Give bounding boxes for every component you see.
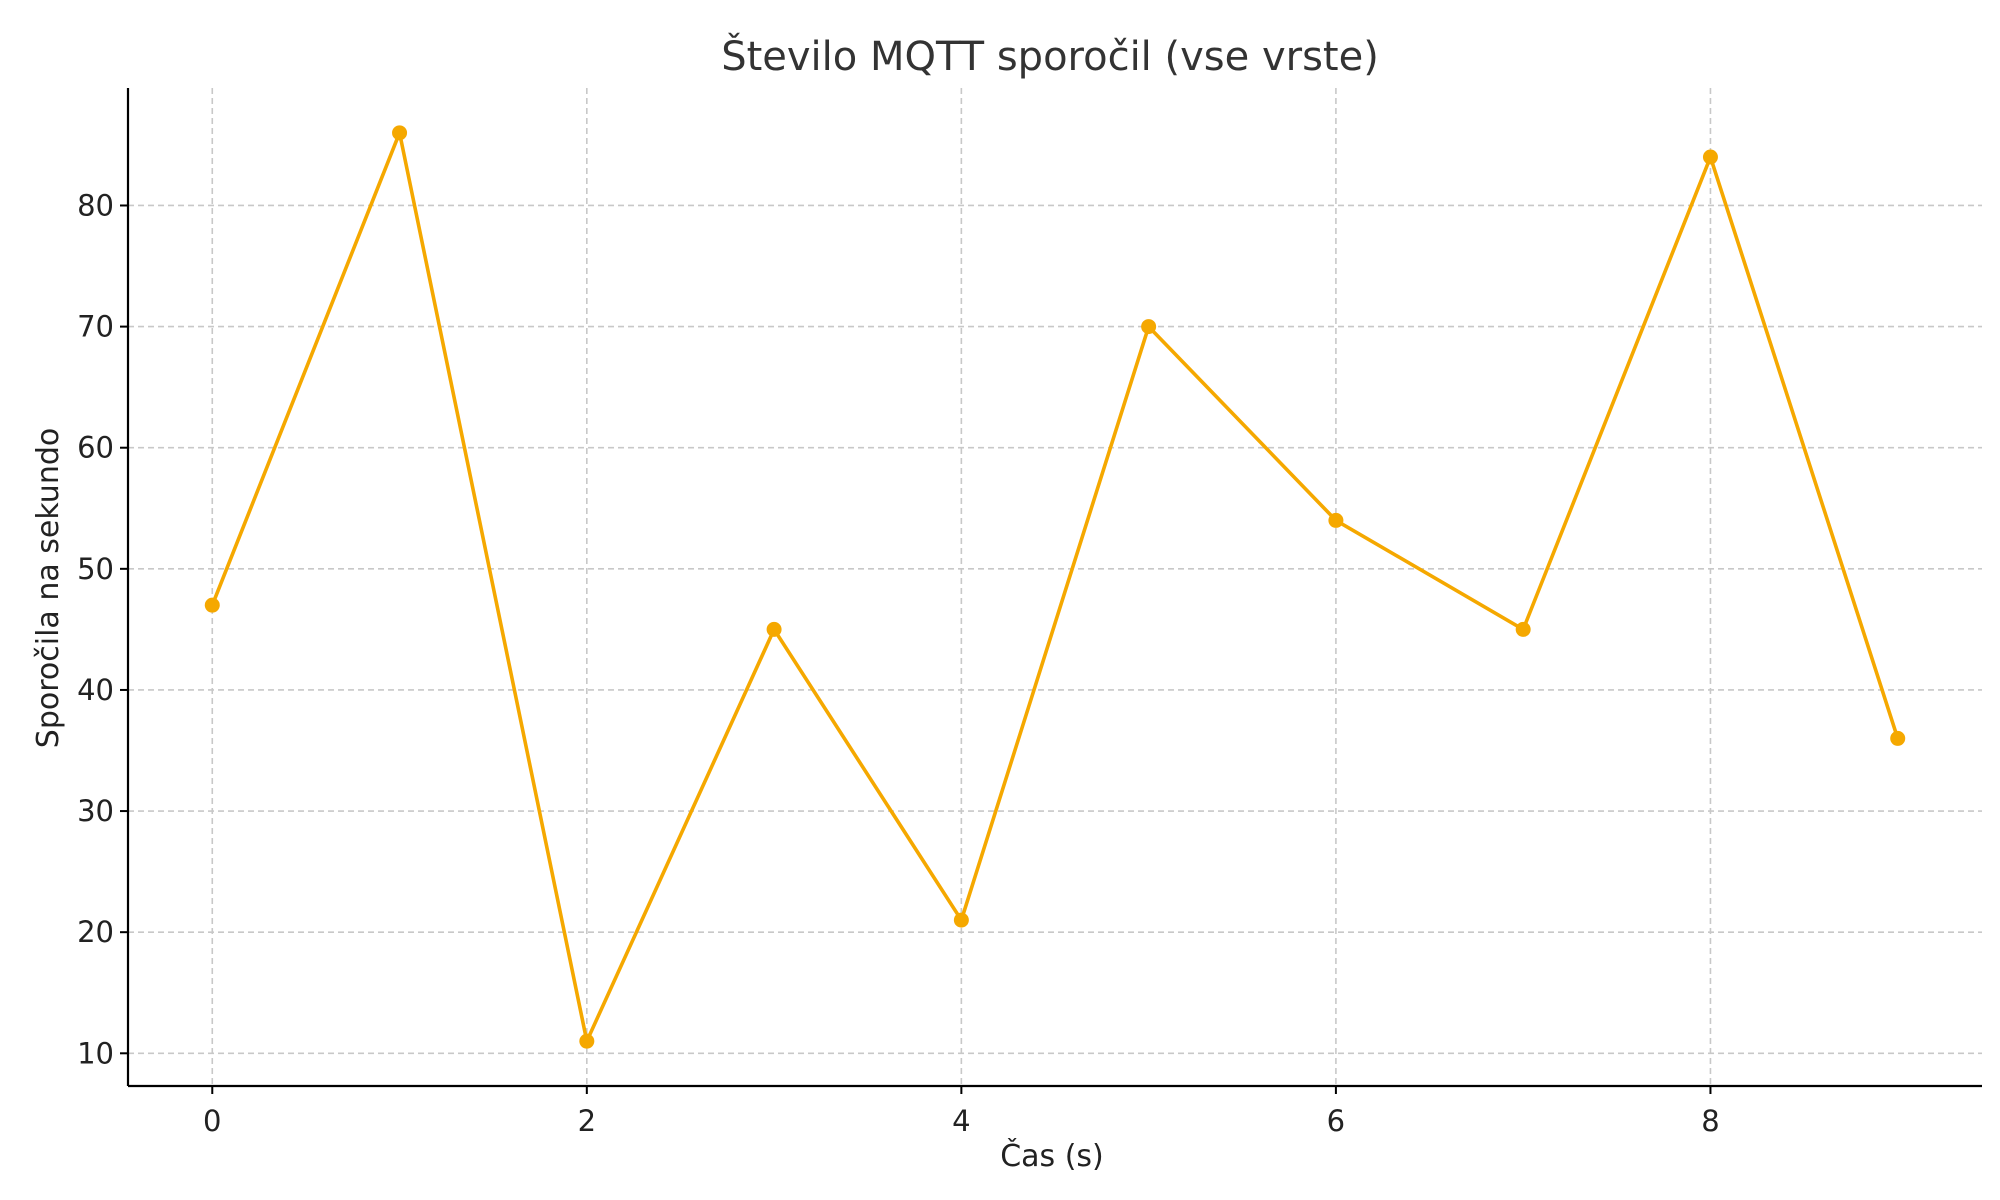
y-axis-label: Sporočila na sekundo: [31, 428, 66, 748]
ticks: 0 2 4 6 8 10 20 30 40 50 60 70 80: [77, 188, 1720, 1138]
y-tick-label: 30: [77, 794, 114, 828]
data-point: [1141, 319, 1157, 335]
x-tick-label: 4: [952, 1104, 970, 1138]
data-point: [1515, 621, 1531, 637]
data-point: [1702, 149, 1718, 165]
x-axis-label: Čas (s): [1000, 1137, 1104, 1174]
data-point: [1328, 512, 1344, 528]
series: [204, 125, 1906, 1049]
data-point: [1890, 730, 1906, 746]
y-tick-label: 80: [77, 188, 114, 222]
data-point: [579, 1033, 595, 1049]
y-tick-label: 50: [77, 552, 114, 586]
data-point: [204, 597, 220, 613]
data-point: [766, 621, 782, 637]
chart-title: Število MQTT sporočil (vse vrste): [721, 32, 1379, 80]
y-tick-label: 40: [77, 673, 114, 707]
x-tick-label: 0: [203, 1104, 221, 1138]
x-tick-label: 6: [1327, 1104, 1345, 1138]
grid: [128, 88, 1982, 1086]
x-tick-label: 8: [1701, 1104, 1719, 1138]
data-point: [392, 125, 408, 141]
axes: [126, 88, 1982, 1088]
y-tick-label: 10: [77, 1036, 114, 1070]
series-line: [210, 131, 1900, 1043]
y-tick-label: 70: [77, 310, 114, 344]
x-tick-label: 2: [578, 1104, 596, 1138]
data-point: [953, 912, 969, 928]
y-tick-label: 60: [77, 431, 114, 465]
y-tick-label: 20: [77, 915, 114, 949]
